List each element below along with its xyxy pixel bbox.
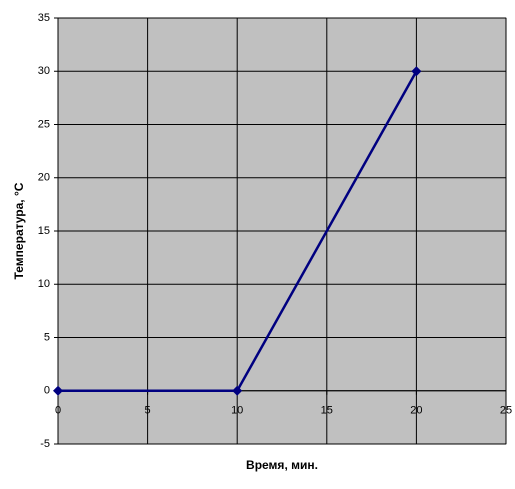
y-tick-label: 10 — [38, 278, 50, 290]
y-tick-label: 0 — [44, 385, 50, 397]
y-tick-label: -5 — [40, 438, 50, 450]
x-tick-label: 10 — [231, 405, 243, 417]
y-tick-label: 35 — [38, 12, 50, 24]
point-marker — [53, 385, 63, 396]
x-tick-label: 15 — [321, 405, 333, 417]
x-tick-label: 20 — [410, 405, 422, 417]
y-axis-title: Температура, °С — [12, 182, 26, 279]
x-tick-label: 25 — [500, 405, 512, 417]
y-tick-label: 5 — [44, 331, 50, 343]
x-axis-title: Время, мин. — [246, 458, 318, 472]
x-tick-label: 5 — [145, 405, 151, 417]
point-marker — [232, 385, 243, 396]
y-tick-label: 15 — [38, 225, 50, 237]
y-tick-label: 25 — [38, 118, 50, 130]
point-marker — [411, 66, 422, 77]
y-tick-label: 20 — [38, 172, 50, 184]
y-tick-label: 30 — [38, 65, 50, 77]
